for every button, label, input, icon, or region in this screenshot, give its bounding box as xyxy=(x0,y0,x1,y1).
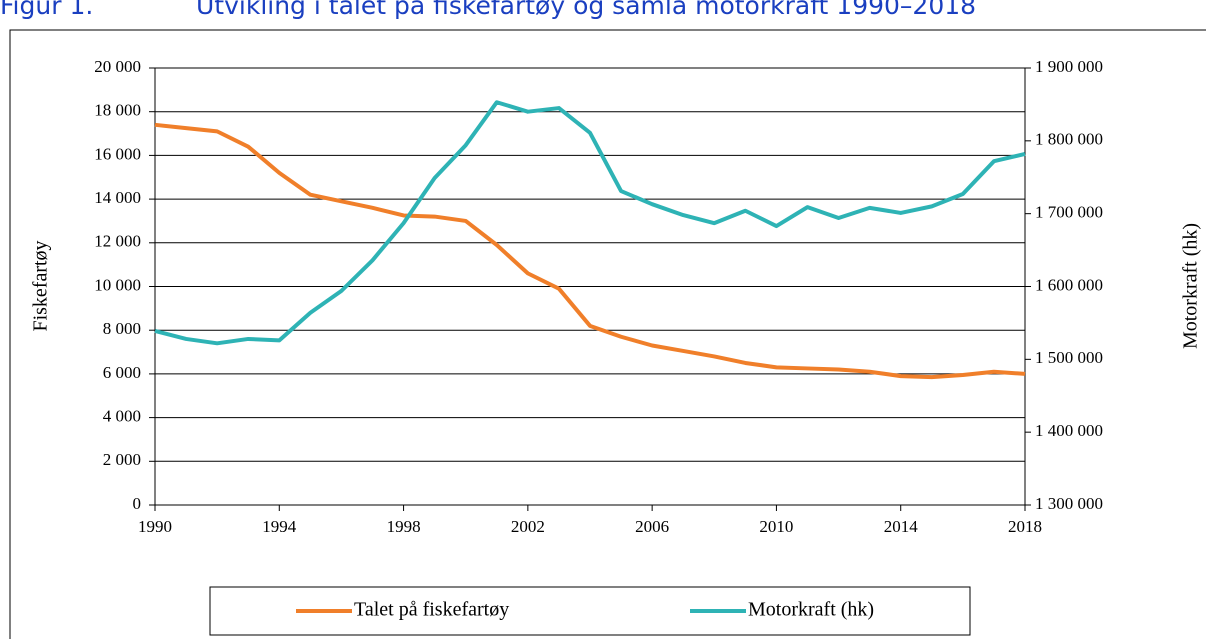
y-tick-label: 12 000 xyxy=(94,232,141,251)
x-tick-label: 2018 xyxy=(1008,517,1042,536)
y-tick-label: 0 xyxy=(133,494,142,513)
x-tick-label: 1994 xyxy=(262,517,297,536)
y-tick-label: 6 000 xyxy=(103,363,141,382)
y-axis-label: Fiskefartøy xyxy=(30,240,52,331)
legend-label: Motorkraft (hk) xyxy=(748,599,874,621)
x-tick-label: 2006 xyxy=(635,517,669,536)
y-tick-label: 2 000 xyxy=(103,450,141,469)
y2-tick-label: 1 800 000 xyxy=(1035,130,1103,149)
y2-axis-label: Motorkraft (hk) xyxy=(1180,223,1202,349)
chart-border xyxy=(9,29,1206,639)
x-tick-label: 1990 xyxy=(138,517,172,536)
y-tick-label: 8 000 xyxy=(103,319,141,338)
y2-tick-label: 1 700 000 xyxy=(1035,203,1103,222)
y-tick-label: 4 000 xyxy=(103,407,141,426)
y2-tick-label: 1 400 000 xyxy=(1035,421,1103,440)
x-tick-label: 2010 xyxy=(759,517,793,536)
y2-tick-label: 1 300 000 xyxy=(1035,494,1103,513)
x-tick-label: 2002 xyxy=(511,517,545,536)
title-number: Figur 1. xyxy=(0,0,93,20)
y-tick-label: 16 000 xyxy=(94,144,141,163)
x-tick-label: 1998 xyxy=(387,517,421,536)
y-tick-label: 14 000 xyxy=(94,188,141,207)
y-tick-label: 18 000 xyxy=(94,101,141,120)
y-tick-label: 20 000 xyxy=(94,57,141,76)
series-line xyxy=(154,122,1026,380)
y2-tick-label: 1 900 000 xyxy=(1035,57,1103,76)
series-line xyxy=(154,100,1026,346)
y2-tick-label: 1 600 000 xyxy=(1035,275,1103,294)
chart-title: Utvikling i talet på fiskefartøy og saml… xyxy=(196,0,976,20)
x-tick-label: 2014 xyxy=(884,517,919,536)
y2-tick-label: 1 500 000 xyxy=(1035,348,1103,367)
y-tick-label: 10 000 xyxy=(94,275,141,294)
legend-label: Talet på fiskefartøy xyxy=(354,599,509,621)
